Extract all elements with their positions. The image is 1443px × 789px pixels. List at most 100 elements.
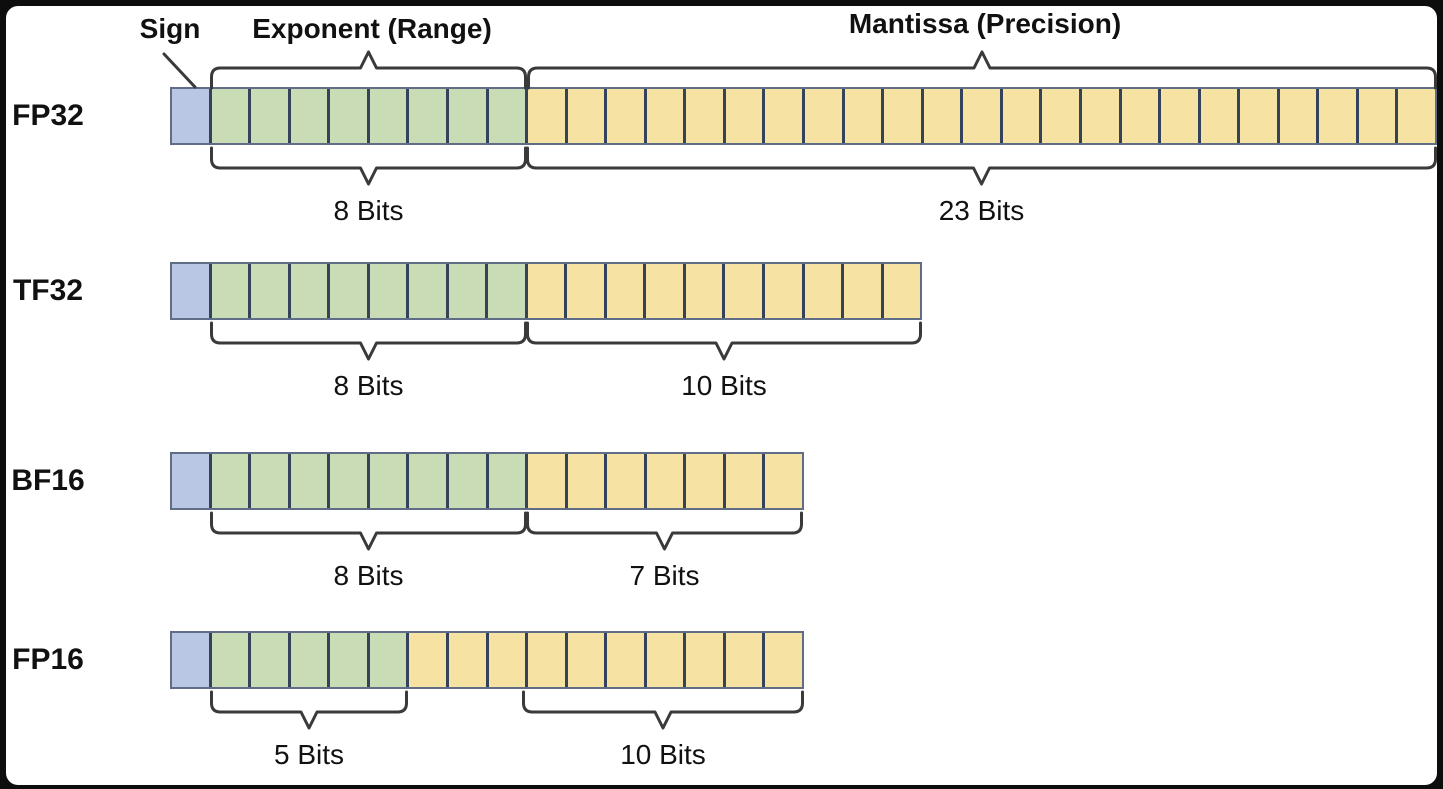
mantissa-cell [725, 89, 766, 143]
exponent-bits-label: 8 Bits [333, 195, 404, 226]
exponent-cell [448, 264, 489, 318]
mantissa-cell [844, 89, 885, 143]
exponent-cell [290, 454, 331, 508]
exponent-cell [369, 89, 410, 143]
mantissa-cell [805, 89, 845, 143]
mantissa-cell [448, 633, 489, 687]
exponent-cell [251, 454, 291, 508]
mantissa-cell [528, 633, 568, 687]
sign-cell [172, 89, 212, 143]
exponent-cell [330, 264, 370, 318]
mantissa-cell [1200, 89, 1241, 143]
mantissa-cell [646, 89, 687, 143]
exponent-cell [211, 89, 252, 143]
format-row [170, 631, 804, 689]
format-label: FP16 [12, 643, 84, 676]
exponent-cell [488, 89, 529, 143]
exponent-cell [330, 89, 370, 143]
format-label: BF16 [11, 464, 85, 497]
format-row [170, 87, 1437, 145]
exponent-cell [251, 89, 291, 143]
mantissa-cell [567, 264, 607, 318]
mantissa-cell [963, 89, 1003, 143]
mantissa-cell [1081, 89, 1122, 143]
mantissa-cell [528, 89, 568, 143]
exponent-cell [211, 454, 252, 508]
mantissa-cell [844, 264, 884, 318]
mantissa-bits-label: 7 Bits [629, 560, 700, 591]
exponent-cell [369, 454, 410, 508]
mantissa-cell [646, 633, 687, 687]
mantissa-cell [725, 633, 766, 687]
format-row [170, 452, 804, 510]
mantissa-top-brace [527, 50, 1437, 90]
mantissa-header-label: Mantissa (Precision) [848, 8, 1122, 39]
mantissa-cell [1279, 89, 1320, 143]
mantissa-cell [567, 454, 608, 508]
exponent-bits-label: 8 Bits [333, 370, 404, 401]
exponent-cell [251, 264, 291, 318]
exponent-brace [210, 690, 408, 730]
exponent-cell [448, 454, 489, 508]
sign-pointer-line [162, 52, 197, 89]
mantissa-cell [685, 264, 726, 318]
mantissa-cell [923, 89, 964, 143]
mantissa-cell [686, 89, 726, 143]
exponent-header-label: Exponent (Range) [252, 13, 492, 44]
mantissa-cell [725, 454, 766, 508]
mantissa-cell [607, 89, 647, 143]
exponent-cell [409, 89, 449, 143]
mantissa-cell [488, 633, 529, 687]
mantissa-bits-label: 10 Bits [681, 370, 767, 401]
exponent-brace [210, 321, 527, 361]
exponent-cell [369, 633, 410, 687]
exponent-cell [488, 264, 528, 318]
mantissa-cell [725, 264, 765, 318]
format-row [170, 262, 922, 320]
mantissa-cell [686, 633, 726, 687]
exponent-cell [448, 89, 489, 143]
mantissa-cell [646, 264, 686, 318]
mantissa-cell [1398, 89, 1435, 143]
mantissa-cell [1042, 89, 1082, 143]
exponent-cell [330, 633, 370, 687]
exponent-cell [211, 633, 252, 687]
sign-cell [172, 264, 212, 318]
exponent-cell [330, 454, 370, 508]
mantissa-cell [567, 633, 608, 687]
exponent-brace [210, 146, 527, 186]
exponent-bits-label: 8 Bits [333, 560, 404, 591]
exponent-brace [210, 511, 527, 551]
exponent-cell [488, 454, 529, 508]
mantissa-cell [607, 454, 647, 508]
mantissa-cell [765, 89, 805, 143]
exponent-cell [409, 264, 449, 318]
mantissa-brace [526, 321, 922, 361]
mantissa-cell [567, 89, 608, 143]
mantissa-brace [522, 690, 804, 730]
mantissa-cell [884, 89, 924, 143]
mantissa-cell [646, 454, 687, 508]
mantissa-bits-label: 23 Bits [938, 195, 1025, 226]
exponent-cell [409, 454, 449, 508]
mantissa-cell [606, 264, 647, 318]
exponent-cell [369, 264, 410, 318]
mantissa-cell [1121, 89, 1162, 143]
exponent-top-brace [210, 50, 527, 90]
mantissa-cell [686, 454, 726, 508]
format-label: FP32 [12, 99, 84, 132]
exponent-cell [290, 89, 331, 143]
exponent-cell [290, 264, 331, 318]
mantissa-cell [765, 454, 802, 508]
exponent-cell [211, 264, 252, 318]
mantissa-cell [527, 264, 568, 318]
exponent-cell [251, 633, 291, 687]
sign-label: Sign [139, 13, 201, 44]
mantissa-cell [1358, 89, 1399, 143]
mantissa-cell [1319, 89, 1359, 143]
sign-cell [172, 633, 212, 687]
mantissa-cell [528, 454, 568, 508]
mantissa-cell [409, 633, 449, 687]
mantissa-bits-label: 10 Bits [620, 739, 706, 770]
